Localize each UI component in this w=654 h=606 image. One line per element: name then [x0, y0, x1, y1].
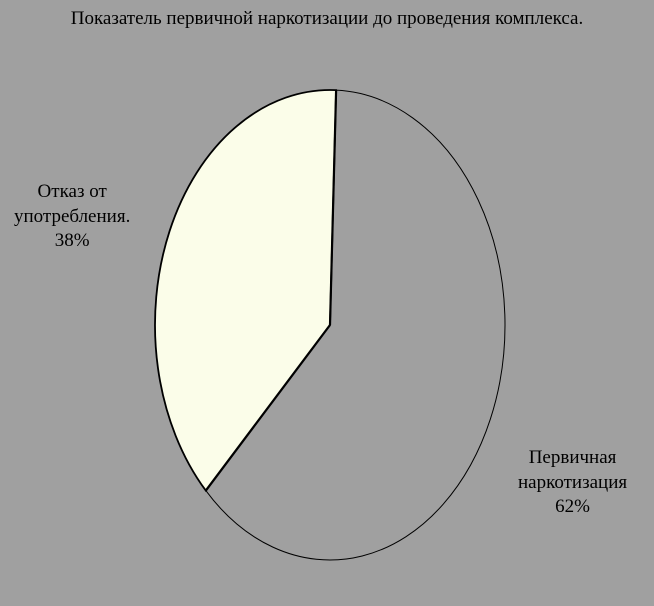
slice-label: Отказ отупотребления.38% — [14, 180, 130, 254]
slice-label: Первичнаянаркотизация62% — [518, 446, 627, 520]
